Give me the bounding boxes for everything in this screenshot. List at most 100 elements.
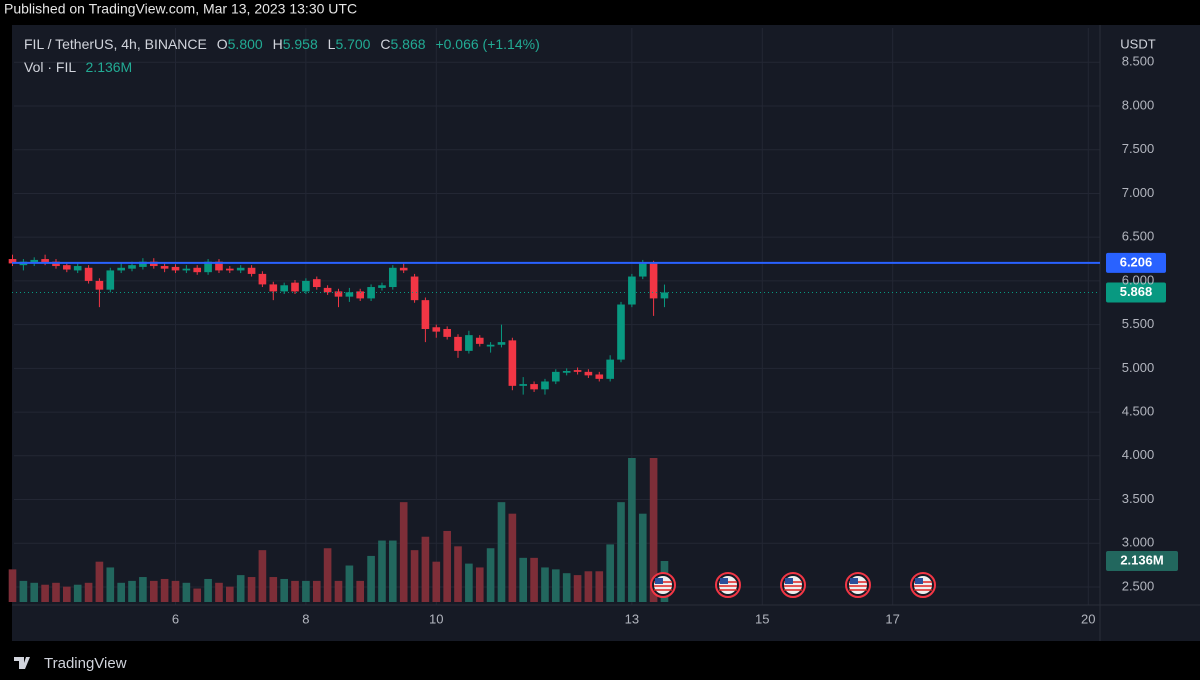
- volume-bar: [617, 502, 625, 602]
- y-tick-label: 5.000: [1122, 360, 1155, 375]
- candle-body: [302, 280, 310, 292]
- candle-body: [182, 268, 191, 271]
- volume-bar: [323, 548, 332, 602]
- volume-bar: [486, 548, 495, 602]
- candle-body: [595, 374, 604, 379]
- candle-body: [204, 261, 212, 273]
- low-value: 5.700: [335, 36, 370, 52]
- candle-body: [236, 267, 245, 271]
- candle-body: [291, 282, 299, 292]
- candle-body: [443, 329, 451, 337]
- volume-bar: [247, 577, 256, 602]
- close-value: 5.868: [391, 36, 426, 52]
- candle-body: [541, 381, 549, 390]
- volume-bar: [541, 567, 549, 602]
- candle-body: [345, 292, 354, 297]
- candle-body: [465, 335, 473, 351]
- x-tick-label: 20: [1081, 611, 1095, 626]
- y-tick-label: 8.000: [1122, 97, 1155, 112]
- volume-bar: [215, 582, 223, 602]
- volume-bar: [388, 540, 397, 602]
- volume-bar: [497, 502, 506, 602]
- volume-bar: [73, 584, 82, 602]
- high-key: H: [273, 36, 283, 52]
- candle-body: [649, 263, 658, 299]
- volume-bar: [562, 573, 571, 602]
- y-tick-label: 3.000: [1122, 535, 1155, 550]
- volume-bar: [530, 557, 538, 602]
- volume-bar: [378, 540, 386, 602]
- volume-bar: [584, 571, 593, 602]
- x-tick-label: 8: [302, 611, 309, 626]
- volume-bar: [149, 580, 158, 602]
- volume-bar: [551, 569, 560, 602]
- x-tick-label: 10: [429, 611, 443, 626]
- volume-bar: [595, 571, 604, 602]
- candle-body: [312, 279, 321, 288]
- y-tick-label: 7.000: [1122, 185, 1155, 200]
- volume-bar: [128, 580, 136, 602]
- x-tick-label: 15: [755, 611, 769, 626]
- volume-bar: [410, 550, 419, 602]
- candle-body: [323, 287, 332, 293]
- candle-body: [139, 261, 147, 267]
- open-value: 5.800: [228, 36, 263, 52]
- volume-tag: [1106, 550, 1178, 571]
- candle-body: [486, 344, 495, 347]
- brand-name: TradingView: [44, 655, 127, 672]
- unit-bg: [1104, 32, 1200, 56]
- price-tag-label: 6.206: [1120, 254, 1153, 269]
- candle-body: [106, 270, 115, 290]
- candle-body: [508, 340, 517, 386]
- y-tick-label: 4.500: [1122, 404, 1155, 419]
- volume-bar: [236, 575, 245, 602]
- chart-panel: [12, 25, 1200, 641]
- volume-bar: [334, 580, 343, 602]
- candle-body: [617, 304, 625, 360]
- candle-body: [128, 265, 136, 269]
- volume-bar: [95, 561, 104, 602]
- volume-bar: [475, 567, 484, 602]
- volume-bar: [84, 582, 93, 602]
- volume-bar: [30, 582, 39, 602]
- candle-body: [62, 265, 71, 270]
- y-tick-label: 8.500: [1122, 54, 1155, 69]
- candle-body: [215, 261, 223, 271]
- candle-body: [171, 266, 180, 271]
- y-tick-label: 6.000: [1122, 272, 1155, 287]
- close-key: C: [380, 36, 390, 52]
- candle-body: [530, 384, 538, 390]
- candle-body: [193, 267, 202, 273]
- candle-body: [334, 291, 343, 297]
- volume-bar: [345, 565, 354, 602]
- candle-body: [551, 371, 560, 382]
- candle-body: [432, 327, 441, 332]
- candle-body: [378, 285, 386, 288]
- candle-body: [628, 276, 636, 305]
- event-flags: [650, 572, 936, 598]
- candle-body: [475, 337, 484, 344]
- candle-body: [247, 267, 256, 274]
- brand-logo: TradingView: [14, 655, 127, 672]
- candle-body: [573, 370, 582, 372]
- candle-body: [399, 267, 408, 271]
- y-tick-label: 6.500: [1122, 229, 1155, 244]
- volume-bar: [182, 582, 191, 602]
- candle-body: [454, 336, 462, 351]
- volume-bar: [356, 580, 365, 602]
- volume-bar: [399, 502, 408, 602]
- candle-body: [497, 342, 506, 345]
- low-key: L: [328, 36, 336, 52]
- candle-body: [421, 300, 430, 330]
- candle-body: [41, 259, 49, 264]
- y-tick-label: 4.000: [1122, 447, 1155, 462]
- candle-body: [73, 266, 82, 271]
- volume-bar: [41, 584, 49, 602]
- candle-body: [160, 266, 169, 269]
- x-tick-label: 6: [172, 611, 179, 626]
- candle-body: [367, 287, 375, 299]
- candle-body: [280, 285, 288, 292]
- candle-body: [269, 284, 278, 292]
